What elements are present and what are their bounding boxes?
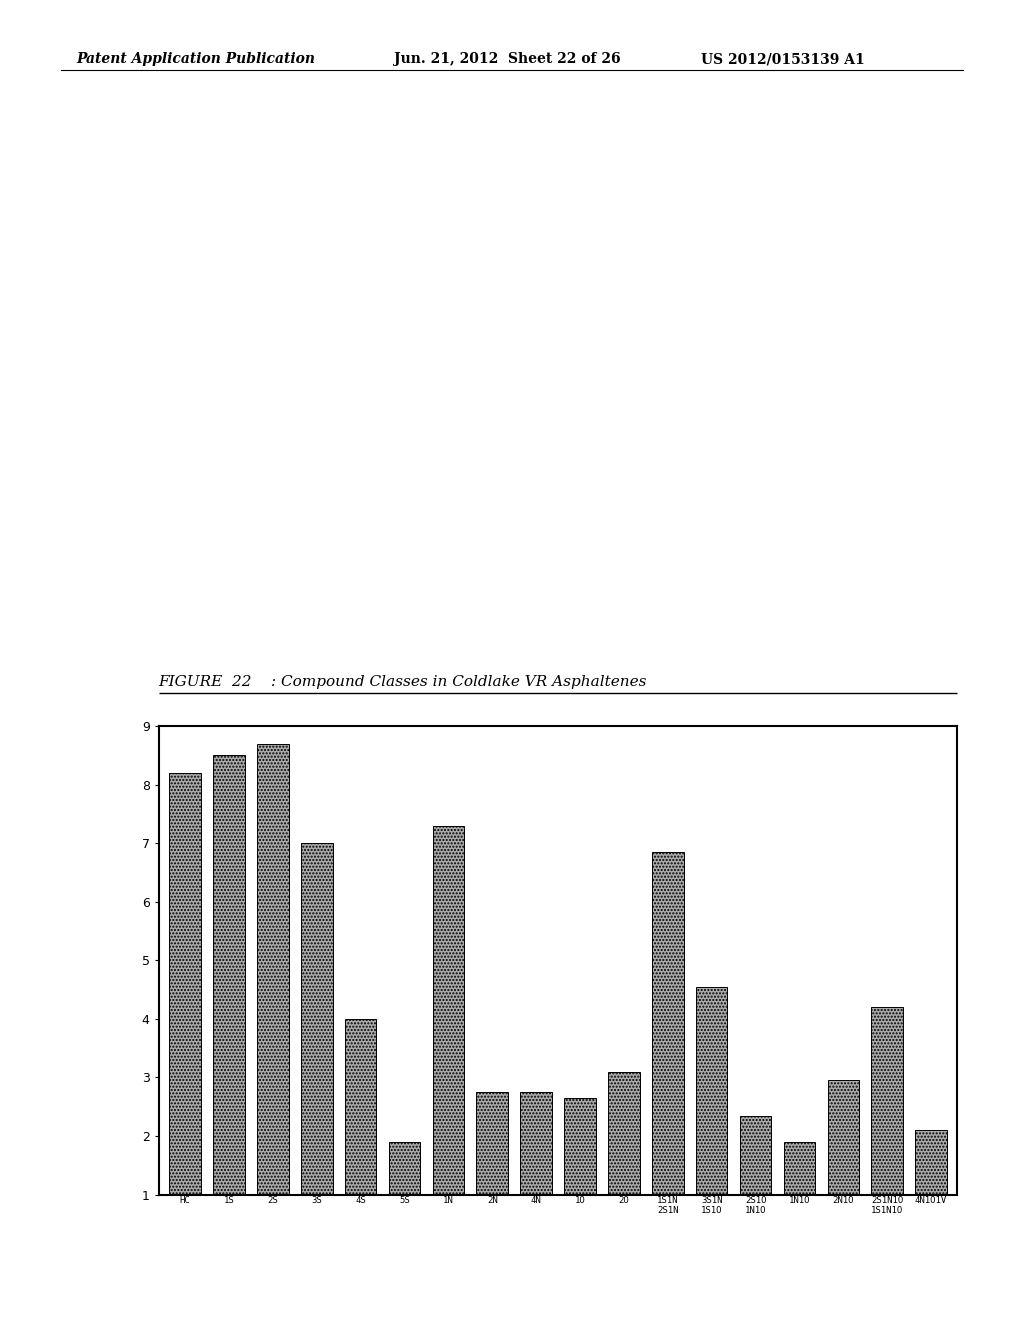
Bar [345,1019,377,1253]
Bar [432,825,464,1253]
Bar [213,755,245,1253]
Bar [389,1142,420,1253]
Bar [652,851,684,1253]
Bar [301,843,333,1253]
Bar [564,1098,596,1253]
Bar [169,774,201,1253]
Bar [915,1130,947,1253]
Text: Jun. 21, 2012  Sheet 22 of 26: Jun. 21, 2012 Sheet 22 of 26 [394,53,621,66]
Bar [871,1007,903,1253]
Bar [696,986,727,1253]
Text: FIGURE  22    : Compound Classes in Coldlake VR Asphaltenes: FIGURE 22 : Compound Classes in Coldlake… [159,675,647,689]
Bar [739,1115,771,1253]
Bar [608,1072,640,1253]
Bar [257,743,289,1253]
Bar [520,1092,552,1253]
Bar [476,1092,508,1253]
Text: US 2012/0153139 A1: US 2012/0153139 A1 [701,53,865,66]
Bar [827,1080,859,1253]
Text: Patent Application Publication: Patent Application Publication [77,53,315,66]
Bar [783,1142,815,1253]
